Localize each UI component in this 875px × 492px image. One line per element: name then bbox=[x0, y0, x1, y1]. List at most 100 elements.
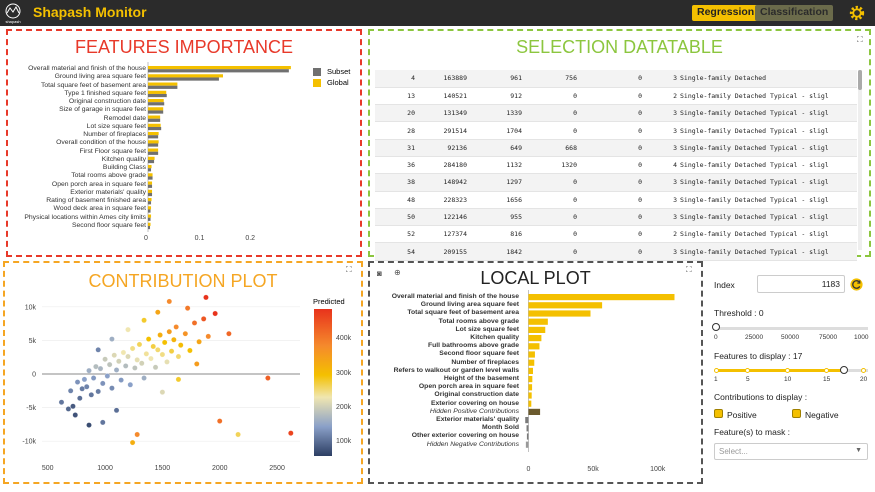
feat-bar-subset bbox=[148, 135, 159, 139]
index-label: Index bbox=[714, 280, 735, 290]
contrib-point bbox=[102, 356, 108, 362]
gear-icon[interactable] bbox=[848, 4, 866, 22]
table-row[interactable]: 50 122146 955 0 0 3 Single-family Detached Typ… bbox=[375, 208, 857, 227]
table-cell: 668 bbox=[522, 139, 577, 157]
local-bar-label: Exterior covering on house bbox=[430, 399, 519, 407]
table-row[interactable]: 20 131349 1339 0 0 3 Single-family Detached Ty… bbox=[375, 104, 857, 123]
contrib-point bbox=[127, 382, 134, 388]
contrib-point bbox=[216, 418, 223, 424]
contrib-point bbox=[205, 333, 212, 340]
feat-bar-global bbox=[148, 156, 155, 160]
table-cell: 36 bbox=[375, 156, 415, 175]
table-row[interactable]: 13 140521 912 0 0 2 Single-family Detached Typ… bbox=[375, 87, 857, 106]
features-importance-title: FEATURES IMPORTANCE bbox=[74, 37, 294, 57]
expand-icon[interactable]: ⛶ bbox=[857, 35, 863, 44]
table-cell: 0 bbox=[577, 87, 642, 106]
mask-select[interactable]: Select... ▼ bbox=[714, 443, 868, 460]
local-bar bbox=[528, 359, 535, 366]
chevron-down-icon[interactable]: ▼ bbox=[855, 447, 862, 454]
positive-checkbox[interactable] bbox=[714, 409, 723, 418]
table-row[interactable]: 54 209155 1842 0 0 3 Single-family Detached Ty… bbox=[375, 242, 857, 261]
slider-mark bbox=[745, 368, 750, 373]
table-row[interactable]: 38 148942 1297 0 0 3 Single-family Detached Ty… bbox=[375, 173, 857, 192]
table-cell: 209155 bbox=[415, 242, 467, 261]
contrib-point bbox=[166, 298, 173, 305]
table-cell: 0 bbox=[522, 208, 577, 227]
threshold-slider-knob[interactable] bbox=[712, 323, 720, 331]
datatable-scrollbar[interactable] bbox=[858, 70, 862, 250]
index-input[interactable]: 1183 bbox=[757, 275, 845, 293]
regression-button[interactable]: Regression bbox=[692, 5, 760, 21]
feat-bar-subset bbox=[148, 102, 165, 106]
local-x-tick: 0 bbox=[527, 466, 531, 473]
scrollbar-thumb[interactable] bbox=[858, 70, 862, 90]
contrib-point bbox=[81, 376, 88, 383]
contrib-y-tick: -10k bbox=[22, 439, 36, 446]
table-cell: 140521 bbox=[415, 87, 467, 106]
feat-bar-subset bbox=[148, 176, 153, 180]
feat-bar-label: Building Class bbox=[102, 164, 146, 171]
colorbar-tick: 200k bbox=[336, 404, 352, 411]
local-bar bbox=[528, 294, 675, 301]
feat-bar-global bbox=[148, 181, 153, 185]
local-bar bbox=[528, 384, 533, 391]
contrib-point bbox=[95, 388, 101, 395]
contrib-point bbox=[152, 364, 159, 371]
contrib-point bbox=[145, 336, 152, 342]
local-plot-panel: LOCAL PLOT ◙ ⊕ ⛶ bbox=[368, 261, 703, 484]
features-slider-fill bbox=[716, 369, 844, 372]
contrib-point bbox=[120, 349, 127, 356]
selection-datatable[interactable]: 4 163889 961 756 0 3 Single-family Detached 13 1… bbox=[375, 70, 857, 261]
expand-icon[interactable]: ⛶ bbox=[346, 265, 352, 274]
threshold-tick: 25000 bbox=[745, 334, 764, 341]
feat-bar-label: Original construction date bbox=[68, 98, 146, 105]
table-row[interactable]: 48 228323 1656 0 0 3 Single-family Detached Ty… bbox=[375, 191, 857, 209]
contrib-point bbox=[77, 395, 83, 401]
local-plot-title: LOCAL PLOT bbox=[480, 268, 591, 288]
table-cell: Single-family Detached Typical - sligl bbox=[677, 173, 857, 192]
feat-bar-label: Exterior materials' quality bbox=[70, 188, 146, 196]
local-bar-label: Total square feet of basement area bbox=[407, 309, 519, 317]
contrib-point bbox=[168, 348, 175, 354]
contrib-x-tick: 2000 bbox=[212, 465, 228, 472]
table-row[interactable]: 28 291514 1704 0 0 3 Single-family Detached Ty… bbox=[375, 121, 857, 140]
contrib-point bbox=[86, 422, 92, 428]
expand-icon[interactable]: ⛶ bbox=[686, 265, 692, 274]
table-row[interactable]: 4 163889 961 756 0 3 Single-family Detached bbox=[375, 70, 857, 88]
negative-checkbox[interactable] bbox=[792, 409, 801, 418]
app-title: Shapash Monitor bbox=[33, 4, 147, 20]
zoom-icon[interactable]: ⊕ bbox=[394, 268, 401, 277]
feat-bar-subset bbox=[148, 225, 151, 230]
threshold-slider[interactable] bbox=[716, 327, 868, 330]
contrib-point bbox=[134, 357, 140, 363]
feat-bar-global bbox=[148, 132, 159, 136]
contrib-point bbox=[139, 360, 145, 366]
feat-bar-label: Total square feet of basement area bbox=[40, 81, 146, 89]
local-bar bbox=[528, 326, 546, 333]
table-row[interactable]: 36 284180 1132 1320 0 4 Single-family Detached… bbox=[375, 156, 857, 175]
table-cell: 0 bbox=[577, 173, 642, 192]
table-row[interactable]: 31 92136 649 668 0 3 Single-family Detached Ty… bbox=[375, 139, 857, 157]
features-slider-knob[interactable] bbox=[840, 366, 848, 374]
classification-button[interactable]: Classification bbox=[755, 5, 834, 21]
feat-bar-global bbox=[148, 198, 152, 202]
contrib-point bbox=[72, 412, 79, 418]
contribution-plot-panel: CONTRIBUTION PLOT ⛶ bbox=[3, 261, 363, 484]
table-cell: 291514 bbox=[415, 121, 467, 140]
colorbar-title: Predicted bbox=[313, 297, 345, 306]
refresh-icon[interactable] bbox=[849, 277, 864, 292]
contrib-x-tick: 1500 bbox=[155, 465, 171, 472]
colorbar-tick: 300k bbox=[336, 370, 352, 377]
contrib-point bbox=[90, 375, 97, 381]
logo-text: shapash bbox=[5, 19, 20, 24]
contrib-point bbox=[113, 367, 120, 373]
feat-bar-subset bbox=[148, 192, 153, 197]
contrib-point bbox=[125, 353, 131, 360]
camera-icon[interactable]: ◙ bbox=[377, 269, 382, 278]
contrib-point bbox=[187, 347, 193, 354]
table-row[interactable]: 52 127374 816 0 0 2 Single-family Detached Typ… bbox=[375, 225, 857, 244]
feat-bar-label: Kitchen quality bbox=[101, 155, 146, 163]
contrib-point bbox=[118, 377, 124, 383]
table-cell: 92136 bbox=[415, 139, 467, 157]
feat-bar-subset bbox=[148, 201, 152, 205]
